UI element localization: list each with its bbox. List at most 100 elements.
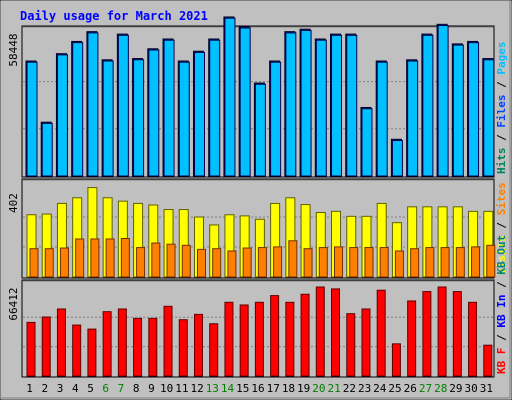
x-tick-label-23: 23 — [358, 382, 371, 395]
sites-bar-30 — [471, 246, 481, 278]
panel-3-legend-part-2: / — [495, 328, 508, 348]
x-tick-label-5: 5 — [87, 382, 94, 395]
x-tick-label-16: 16 — [251, 382, 264, 395]
pages-bar-26 — [407, 60, 419, 177]
sites-bar-15 — [242, 247, 252, 278]
kbf-bar-12 — [193, 313, 203, 377]
pages-bar-21 — [331, 34, 343, 177]
pages-bar-19 — [300, 29, 312, 177]
x-tick-label-12: 12 — [190, 382, 203, 395]
sites-bar-9 — [151, 242, 161, 278]
pages-bar-23 — [361, 108, 373, 177]
sites-bar-3 — [59, 247, 69, 278]
sites-bar-23 — [364, 247, 374, 278]
pages-bar-28 — [437, 25, 449, 177]
kbf-bar-10 — [163, 305, 173, 377]
pages-bar-12 — [193, 51, 205, 177]
kbf-bar-18 — [285, 301, 295, 377]
panel-2-legend-part-1: Visits — [495, 235, 508, 275]
sites-bar-10 — [166, 243, 176, 278]
panel-1-legend-part-5: Pages — [495, 42, 508, 75]
pages-bar-7 — [117, 34, 129, 177]
pages-bar-9 — [148, 49, 160, 177]
kbf-bar-1 — [26, 321, 36, 377]
x-tick-label-15: 15 — [236, 382, 249, 395]
kbf-bar-8 — [133, 317, 143, 377]
kbf-bar-9 — [148, 317, 158, 377]
pages-bar-31 — [483, 59, 495, 177]
sites-bar-2 — [44, 248, 54, 278]
panel-1-legend: Hits / Files / Pages — [495, 42, 508, 175]
x-tick-label-24: 24 — [373, 382, 387, 395]
pages-bar-11 — [178, 61, 190, 177]
pages-bar-15 — [239, 27, 251, 177]
sites-bar-26 — [410, 248, 420, 278]
sites-bar-28 — [440, 247, 450, 278]
pages-bar-2 — [41, 122, 53, 177]
sites-bar-6 — [105, 238, 115, 278]
pages-bar-22 — [346, 34, 358, 177]
x-tick-label-2: 2 — [42, 382, 49, 395]
pages-bar-8 — [133, 59, 145, 177]
pages-bar-18 — [285, 32, 297, 177]
panel-2: 402 Visits / Sites — [7, 178, 508, 279]
kbf-bar-30 — [468, 301, 478, 377]
sites-bar-11 — [181, 244, 191, 278]
pages-bar-16 — [254, 83, 266, 177]
kbf-bar-21 — [331, 288, 341, 377]
sites-bar-20 — [318, 247, 328, 278]
x-tick-label-1: 1 — [26, 382, 33, 395]
x-tick-label-6: 6 — [102, 382, 109, 395]
panel-1-legend-part-3: Files — [495, 95, 508, 128]
panel-3-legend: KB F / KB In / KB Out — [495, 235, 508, 374]
sites-bar-5 — [90, 238, 100, 278]
x-tick-label-26: 26 — [404, 382, 417, 395]
sites-bar-31 — [486, 244, 496, 278]
sites-bar-12 — [196, 248, 206, 278]
sites-bar-4 — [75, 238, 85, 278]
x-tick-label-18: 18 — [282, 382, 295, 395]
panel-3-legend-part-1: KB F — [495, 348, 508, 375]
panel-2-y-max-label: 402 — [7, 193, 20, 213]
pages-bar-24 — [376, 61, 388, 177]
panel-1-legend-part-2: / — [495, 128, 508, 148]
pages-bar-25 — [391, 140, 403, 177]
x-tick-label-3: 3 — [57, 382, 64, 395]
panel-2-legend: Visits / Sites — [495, 182, 508, 275]
sites-bar-19 — [303, 248, 313, 278]
kbf-bar-26 — [407, 300, 417, 377]
x-tick-label-25: 25 — [388, 382, 401, 395]
panel-3-legend-part-4: / — [495, 275, 508, 295]
kbf-bar-2 — [41, 316, 51, 377]
panel-3-y-max-label: 66412 — [7, 287, 20, 320]
x-tick-label-4: 4 — [72, 382, 79, 395]
kbf-bar-17 — [270, 295, 280, 377]
kbf-bar-24 — [376, 289, 386, 377]
x-tick-label-21: 21 — [328, 382, 341, 395]
sites-bar-25 — [394, 250, 404, 278]
kbf-bar-15 — [239, 304, 249, 377]
kbf-bar-31 — [483, 344, 493, 377]
pages-bar-14 — [224, 17, 236, 177]
x-tick-label-8: 8 — [133, 382, 140, 395]
pages-bar-13 — [209, 39, 221, 177]
x-tick-label-11: 11 — [175, 382, 188, 395]
sites-bar-7 — [120, 238, 130, 278]
kbf-bar-4 — [72, 324, 82, 377]
sites-bar-27 — [425, 247, 435, 278]
x-tick-label-27: 27 — [419, 382, 432, 395]
panel-2-legend-part-3: Sites — [495, 182, 508, 215]
x-tick-label-22: 22 — [343, 382, 356, 395]
x-tick-label-20: 20 — [312, 382, 325, 395]
kbf-bar-20 — [315, 286, 325, 377]
kbf-bar-14 — [224, 301, 234, 377]
pages-bar-29 — [452, 44, 464, 177]
kbf-bar-16 — [254, 301, 264, 377]
pages-bar-4 — [72, 42, 84, 177]
kbf-bar-5 — [87, 328, 97, 377]
panel-1-legend-part-1: Hits — [495, 148, 508, 175]
x-axis-labels: 1 2 3 4 5 6 7 8 9 10 11 12 13 14 15 16 17 18 19 20 21 22 23 24 2… — [26, 382, 493, 395]
x-tick-label-29: 29 — [449, 382, 462, 395]
sites-bar-8 — [136, 247, 146, 278]
